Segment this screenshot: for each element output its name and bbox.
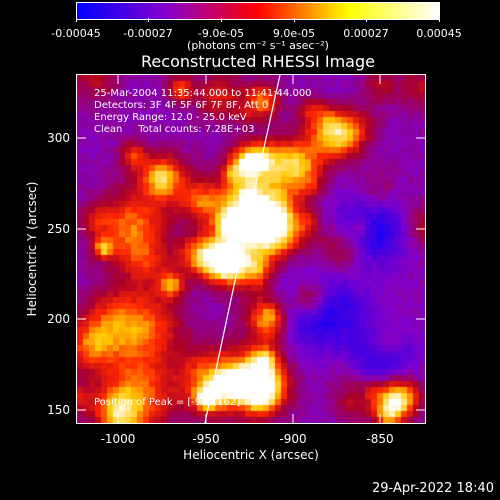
- colorbar-tick: [148, 18, 149, 22]
- colorbar-units: (photons cm⁻² s⁻¹ asec⁻²): [187, 39, 329, 52]
- colorbar-tick-label: -9.0e-05: [197, 27, 245, 40]
- y-tick-label: 150: [47, 403, 70, 417]
- x-tick-label: -850: [366, 432, 394, 446]
- x-axis-label: Heliocentric X (arcsec): [183, 448, 319, 462]
- x-tick-label: -950: [192, 432, 220, 446]
- y-tick-label: 200: [47, 312, 70, 326]
- annotation-detectors: Detectors: 3F 4F 5F 6F 7F 8F, Att 0: [94, 100, 269, 111]
- solar-limb-curve: [204, 75, 281, 423]
- annotation-peak: Position of Peak = [-983,162]: [94, 397, 241, 408]
- colorbar: [76, 2, 440, 20]
- plot-title: Reconstructed RHESSI Image: [141, 52, 375, 71]
- colorbar-tick: [366, 18, 367, 22]
- colorbar-tick-label: -0.00045: [51, 27, 101, 40]
- colorbar-tick-label: 0.00027: [343, 27, 389, 40]
- rhessi-image: [77, 75, 425, 423]
- annotation-energy-range: Energy Range: 12.0 - 25.0 keV: [94, 112, 247, 123]
- annotation-clean: Clean Total counts: 7.28E+03: [94, 124, 255, 135]
- colorbar-tick-label: -0.00027: [123, 27, 173, 40]
- colorbar-tick: [76, 18, 77, 22]
- x-tick-label: -900: [279, 432, 307, 446]
- date-stamp: 29-Apr-2022 18:40: [372, 481, 494, 496]
- y-axis-label: Heliocentric Y (arcsec): [25, 181, 39, 317]
- annotation-time-range: 25-Mar-2004 11:35:44.000 to 11:41:44.000: [94, 88, 312, 99]
- colorbar-tick: [221, 18, 222, 22]
- plot-frame: [76, 74, 426, 424]
- y-tick-label: 300: [47, 131, 70, 145]
- colorbar-tick-label: 9.0e-05: [272, 27, 316, 40]
- axis-ticks: [76, 74, 426, 424]
- colorbar-tick: [439, 18, 440, 22]
- limb-line: [204, 75, 281, 423]
- y-tick-label: 250: [47, 222, 70, 236]
- colorbar-tick: [294, 18, 295, 22]
- x-tick-label: -1000: [100, 432, 136, 446]
- colorbar-tick-label: 0.00045: [416, 27, 462, 40]
